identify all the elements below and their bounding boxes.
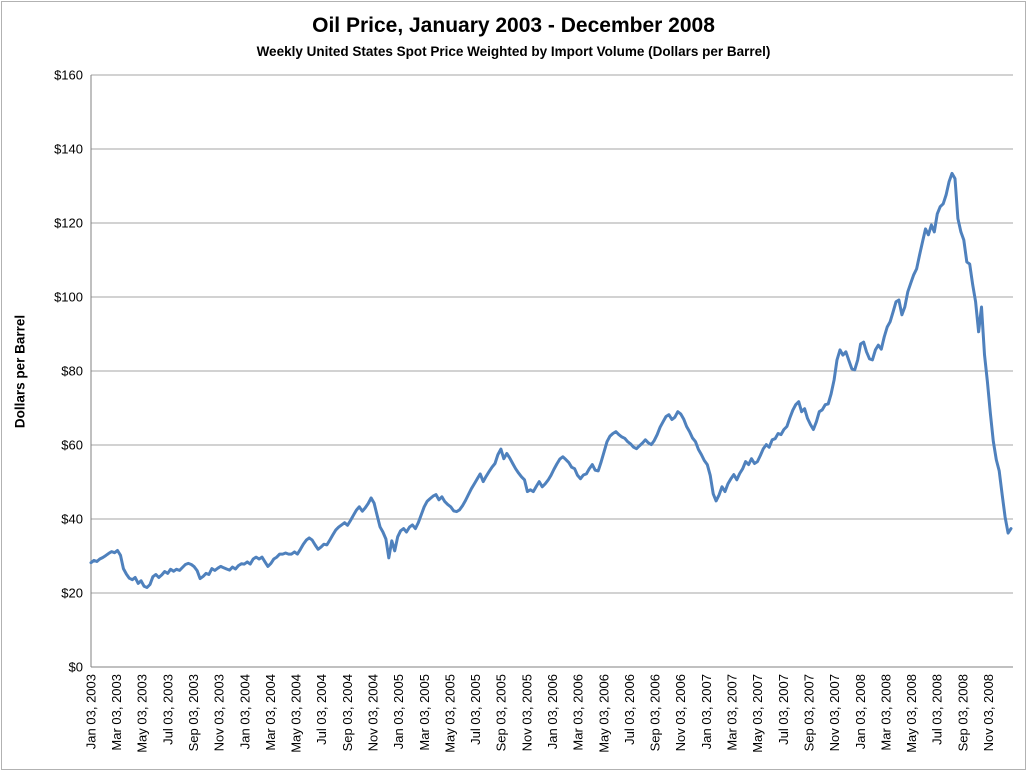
x-axis-tick-label: May 03, 2005 [442, 674, 457, 753]
x-axis-tick-label: Sep 03, 2004 [340, 674, 355, 751]
x-axis-tick-label: May 03, 2003 [135, 674, 150, 753]
chart-title: Oil Price, January 2003 - December 2008 [312, 14, 715, 37]
y-axis-tick-label: $100 [54, 290, 83, 305]
y-axis-tick-label: $60 [61, 438, 83, 453]
x-axis-tick-label: Mar 03, 2003 [109, 674, 124, 751]
x-axis-tick-label: Jan 03, 2006 [545, 674, 560, 749]
x-axis-tick-label: Jan 03, 2005 [391, 674, 406, 749]
x-axis-tick-label: Mar 03, 2005 [417, 674, 432, 751]
x-axis-tick-label: Jan 03, 2004 [237, 674, 252, 749]
x-axis-tick-label: Nov 03, 2004 [366, 674, 381, 751]
x-axis-tick-label: Jul 03, 2006 [622, 674, 637, 745]
x-axis-tick-label: Nov 03, 2005 [519, 674, 534, 751]
x-axis-tick-label: Nov 03, 2006 [673, 674, 688, 751]
x-axis-tick-label: Sep 03, 2005 [494, 674, 509, 751]
x-axis-tick-label: Sep 03, 2003 [186, 674, 201, 751]
chart-subtitle: Weekly United States Spot Price Weighted… [256, 44, 771, 59]
x-axis-tick-label: Jul 03, 2007 [776, 674, 791, 745]
price-line [89, 171, 1013, 589]
x-axis-tick-label: Sep 03, 2007 [801, 674, 816, 751]
x-axis-tick-label: Nov 03, 2003 [212, 674, 227, 751]
x-axis-tick-label: Nov 03, 2007 [827, 674, 842, 751]
x-axis-tick-label: Jan 03, 2008 [853, 674, 868, 749]
x-axis-tick-label: May 03, 2004 [289, 674, 304, 753]
x-axis-tick-label: Jul 03, 2004 [314, 674, 329, 745]
y-axis-tick-label: $140 [54, 142, 83, 157]
x-axis-tick-label: Jul 03, 2008 [930, 674, 945, 745]
y-axis-tick-label: $40 [61, 512, 83, 527]
x-axis-tick-label: Jul 03, 2005 [468, 674, 483, 745]
x-axis-tick-label: Mar 03, 2007 [725, 674, 740, 751]
x-axis-tick-label: Jul 03, 2003 [160, 674, 175, 745]
x-axis-tick-label: Nov 03, 2008 [981, 674, 996, 751]
x-axis-tick-label: Jan 03, 2007 [699, 674, 714, 749]
x-axis-tick-label: Jan 03, 2003 [83, 674, 98, 749]
x-axis-tick-label: May 03, 2007 [750, 674, 765, 753]
y-axis-tick-label: $20 [61, 586, 83, 601]
x-axis-tick-label: Mar 03, 2006 [571, 674, 586, 751]
x-axis-tick-label: Mar 03, 2004 [263, 674, 278, 751]
x-axis-tick-label: May 03, 2006 [596, 674, 611, 753]
y-axis-tick-label: $0 [69, 660, 83, 675]
x-axis-tick-label: May 03, 2008 [904, 674, 919, 753]
x-axis-tick-label: Mar 03, 2008 [878, 674, 893, 751]
y-axis-tick-label: $80 [61, 364, 83, 379]
x-axis-tick-label: Sep 03, 2008 [955, 674, 970, 751]
y-axis-tick-label: $160 [54, 68, 83, 83]
y-axis-tick-label: $120 [54, 216, 83, 231]
x-axis-tick-label: Sep 03, 2006 [648, 674, 663, 751]
